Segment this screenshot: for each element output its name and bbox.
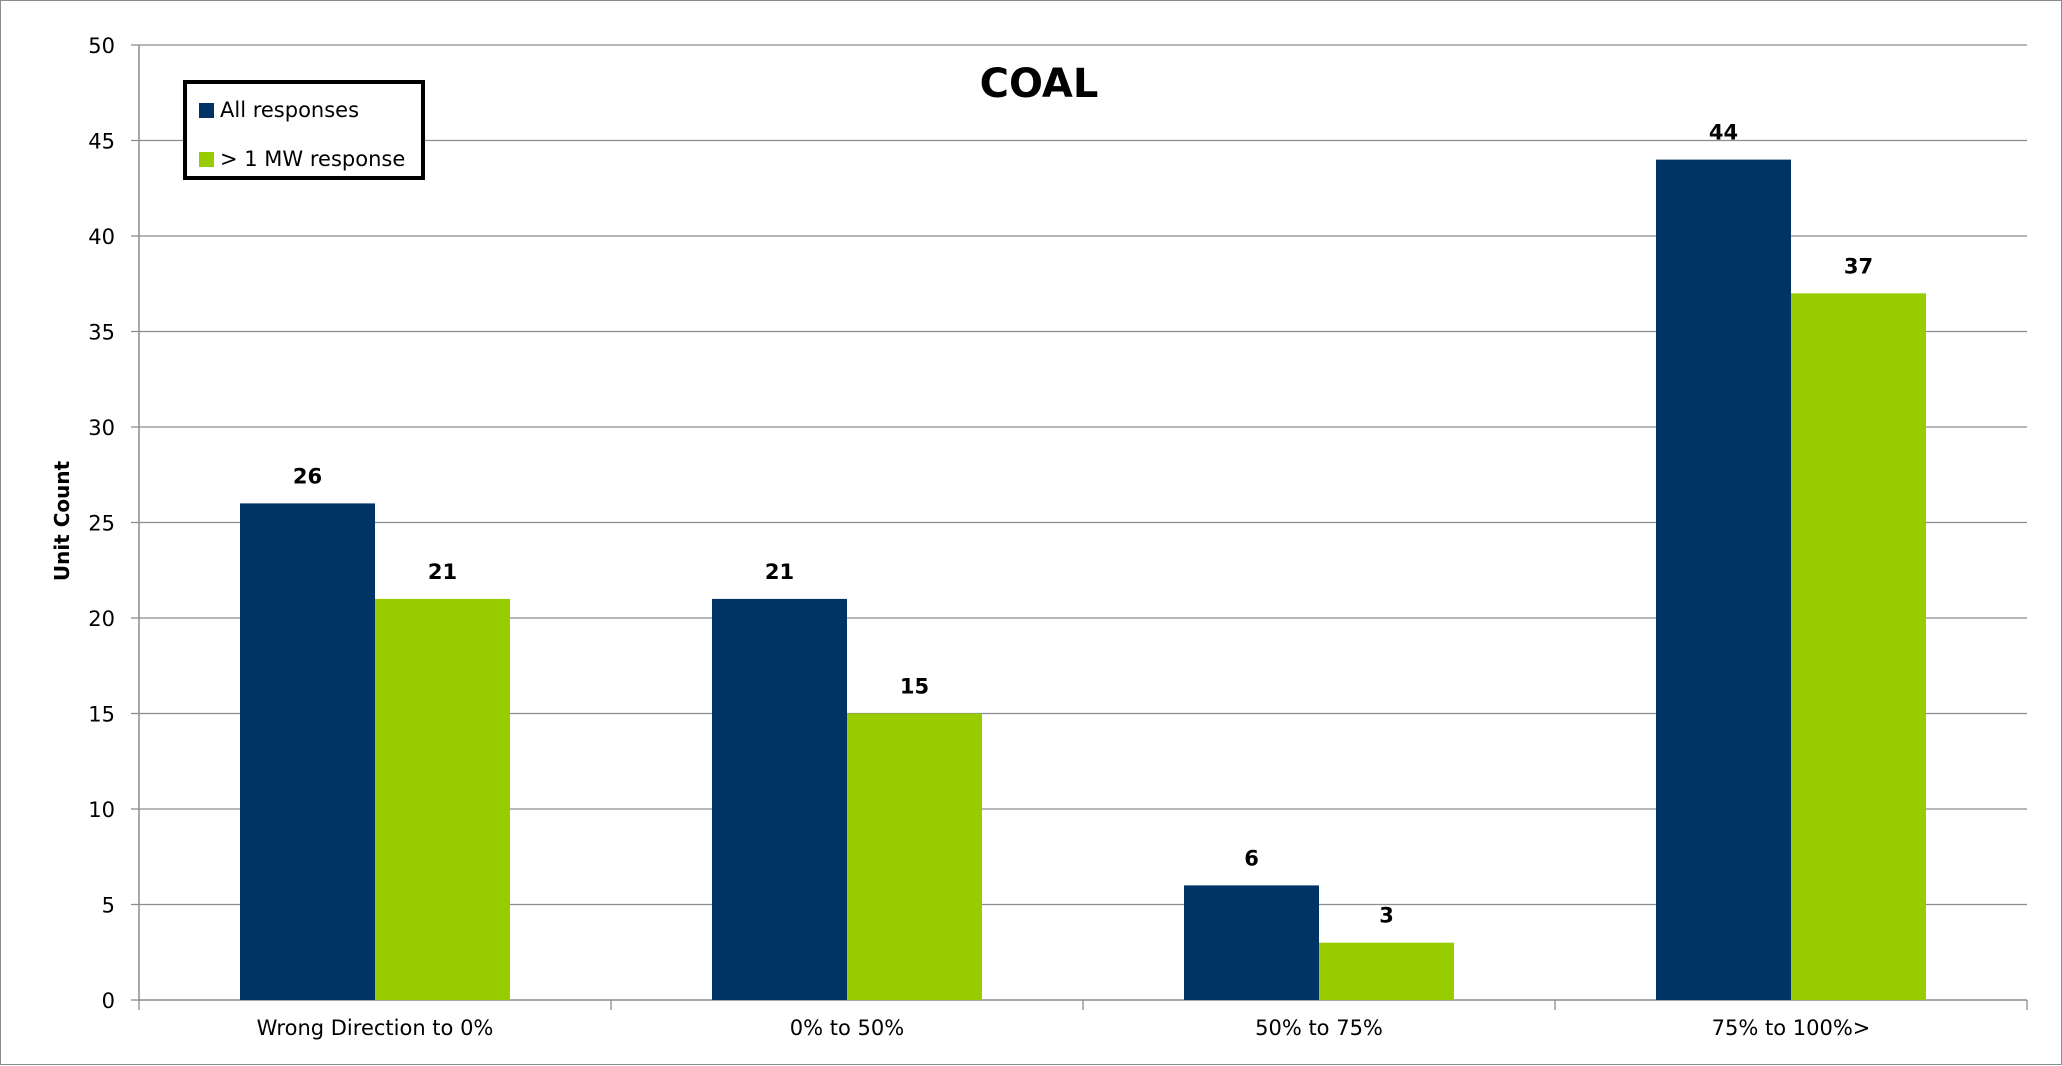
data-label: 21 (765, 560, 794, 584)
y-tick-label: 0 (102, 989, 115, 1013)
x-tick-label: Wrong Direction to 0% (257, 1016, 494, 1040)
y-tick-label: 40 (88, 225, 115, 249)
bar (712, 598, 847, 1000)
y-tick-label: 50 (88, 34, 115, 58)
data-label: 15 (900, 675, 929, 699)
y-tick-label: 30 (88, 416, 115, 440)
legend-swatch-all-responses (199, 102, 214, 118)
x-tick-label: 0% to 50% (790, 1016, 904, 1040)
x-tick-label: 75% to 100%> (1712, 1016, 1871, 1040)
data-label: 44 (1709, 121, 1738, 145)
bar (1319, 942, 1454, 1000)
y-axis-title: Unit Count (50, 460, 74, 581)
y-tick-label: 45 (88, 130, 115, 154)
y-tick-label: 10 (88, 798, 115, 822)
bars (240, 159, 1926, 1001)
x-tick-label: 50% to 75% (1255, 1016, 1383, 1040)
data-label: 6 (1244, 846, 1259, 870)
y-tick-label: 5 (102, 894, 115, 918)
legend: All responses > 1 MW response (183, 80, 425, 180)
y-tick-label: 20 (88, 607, 115, 631)
bar (375, 598, 510, 1000)
legend-item-all-responses: All responses (199, 97, 359, 123)
legend-label-all-responses: All responses (220, 98, 360, 122)
bar (847, 713, 982, 1000)
bar (1791, 293, 1926, 1000)
data-label: 3 (1379, 904, 1394, 928)
data-labels: 26 21 21 15 6 3 44 37 (293, 121, 1873, 928)
axes: 0 5 10 15 20 25 30 35 40 45 50 Wrong Direction to 0… (88, 34, 2028, 1040)
bar (1184, 885, 1319, 1000)
bar (240, 503, 375, 1000)
legend-swatch-over-1mw-response (199, 151, 214, 167)
legend-label-over-1mw-response: > 1 MW response (220, 147, 406, 171)
y-tick-label: 25 (88, 512, 115, 536)
data-label: 26 (293, 464, 322, 488)
legend-item-over-1mw-response: > 1 MW response (199, 146, 405, 172)
y-tick-label: 15 (88, 703, 115, 727)
data-label: 21 (428, 560, 457, 584)
y-tick-label: 35 (88, 321, 115, 345)
chart-title: COAL (980, 61, 1099, 107)
data-label: 37 (1844, 254, 1873, 278)
bar (1656, 159, 1791, 1001)
